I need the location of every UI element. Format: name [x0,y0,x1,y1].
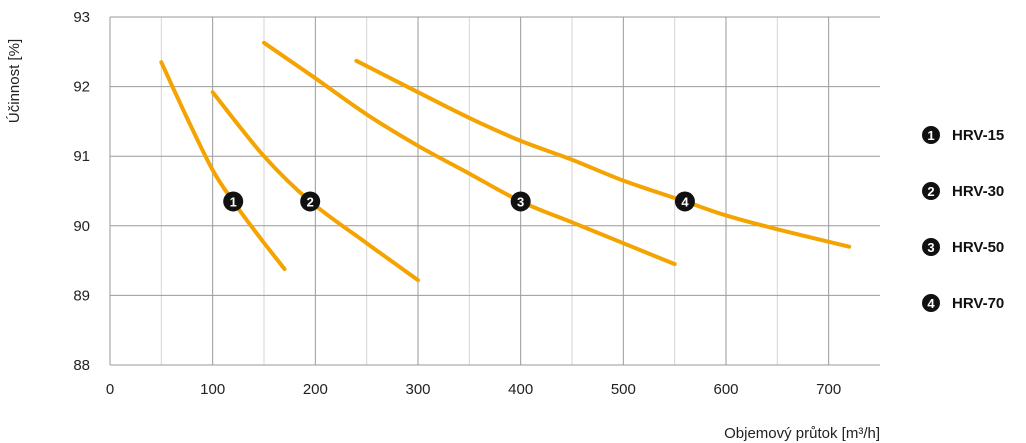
legend-marker-number: 3 [927,240,934,255]
series-line-hrv-70 [354,58,852,249]
series-line-hrv-15 [159,60,287,271]
x-axis-title: Objemový průtok [m³/h] [724,425,880,442]
legend-marker-number: 1 [927,128,934,143]
legend-label: HRV-30 [952,183,1004,200]
legend-marker-number: 2 [927,184,934,199]
legend-marker-number: 4 [927,296,935,311]
series-marker-4 [674,191,695,212]
series-line-hrv-50 [262,40,677,267]
series-marker-number: 2 [307,194,314,209]
series-hrv-15: 1 [159,60,287,271]
series-marker-2 [300,191,321,212]
series-layer: 1 2 3 4 [159,40,852,283]
y-tick-label: 88 [73,357,90,374]
x-tick-label: 700 [816,381,841,398]
y-tick-label: 93 [73,9,90,26]
legend-marker-4 [922,294,940,312]
series-marker-number: 4 [681,194,689,209]
series-hrv-70: 4 [354,58,852,249]
legend-marker-2 [922,182,940,200]
x-tick-label: 300 [405,381,430,398]
axis-tick-labels: 0 100 200 300 400 500 600 700 88 89 90 91 92 93 [73,9,841,398]
grid [109,16,880,366]
series-marker-number: 1 [230,194,237,209]
y-axis-title: Účinnost [%] [6,39,23,123]
series-marker-3 [510,191,531,212]
legend-item-hrv-70: 4 HRV-70 [922,294,1004,312]
x-tick-label: 200 [303,381,328,398]
x-tick-label: 600 [713,381,738,398]
y-tick-label: 92 [73,79,90,96]
y-tick-label: 89 [73,287,90,304]
legend-label: HRV-15 [952,127,1004,144]
series-marker-number: 3 [517,194,524,209]
x-tick-label: 100 [200,381,225,398]
x-tick-label: 500 [611,381,636,398]
legend-item-hrv-30: 2 HRV-30 [922,182,1004,200]
series-hrv-30: 2 [210,90,420,283]
series-marker-1 [223,191,244,212]
legend-label: HRV-70 [952,295,1004,312]
y-tick-label: 91 [73,148,90,165]
y-tick-label: 90 [73,218,90,235]
legend-marker-1 [922,126,940,144]
legend-label: HRV-50 [952,239,1004,256]
legend: 1 HRV-15 2 HRV-30 3 HRV-50 4 HRV-70 [922,126,1004,312]
legend-item-hrv-50: 3 HRV-50 [922,238,1004,256]
series-hrv-50: 3 [262,40,677,267]
legend-item-hrv-15: 1 HRV-15 [922,126,1004,144]
x-tick-label: 400 [508,381,533,398]
legend-marker-3 [922,238,940,256]
x-tick-label: 0 [106,381,114,398]
